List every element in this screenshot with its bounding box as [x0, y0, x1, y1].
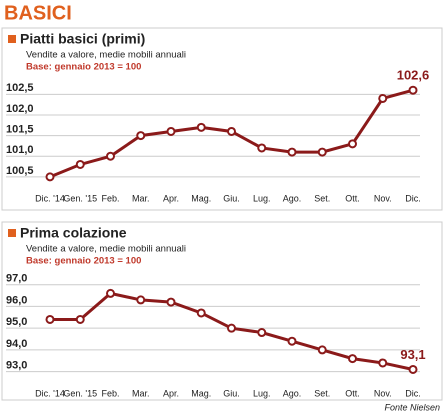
chart-note: Base: gennaio 2013 = 100	[26, 62, 141, 73]
y-tick-label: 97,0	[6, 273, 27, 285]
point	[348, 139, 357, 149]
chart-subtitle: Vendite a valore, medie mobili annuali	[26, 244, 186, 255]
point	[257, 328, 267, 338]
y-tick-label: 93,0	[6, 360, 27, 372]
y-tick-label: 102,5	[6, 82, 34, 94]
point	[75, 314, 85, 324]
x-tick-label: Gen. '15	[63, 388, 97, 398]
point	[317, 147, 327, 157]
point	[75, 159, 85, 169]
x-tick-label: Gen. '15	[63, 193, 97, 203]
panel	[1, 27, 443, 211]
point	[408, 85, 418, 95]
point	[408, 364, 418, 374]
x-tick-label: Dic.	[405, 388, 421, 398]
x-tick-label: Ott.	[345, 388, 360, 398]
x-tick-label: Mag.	[191, 193, 211, 203]
point	[287, 147, 297, 157]
x-tick-label: Mag.	[191, 388, 211, 398]
chart-subtitle: Vendite a valore, medie mobili annuali	[26, 50, 186, 61]
x-tick-label: Mar.	[132, 388, 150, 398]
x-tick-label: Set.	[314, 193, 330, 203]
page-title: BASICI	[4, 2, 72, 24]
y-tick-label: 101,5	[6, 124, 34, 136]
y-tick-label: 94,0	[6, 338, 27, 350]
x-tick-label: Dic.	[405, 193, 421, 203]
x-tick-label: Ott.	[345, 193, 360, 203]
x-tick-label: Giu.	[223, 388, 240, 398]
x-tick-label: Ago.	[283, 388, 302, 398]
y-tick-label: 95,0	[6, 316, 27, 328]
point	[287, 336, 297, 346]
point	[106, 151, 115, 161]
panel	[1, 221, 443, 401]
x-tick-label: Ago.	[283, 193, 302, 203]
x-tick-label: Lug.	[253, 388, 271, 398]
point	[348, 354, 357, 364]
chart-title: Piatti basici (primi)	[20, 31, 145, 47]
point	[378, 358, 388, 368]
point	[378, 93, 388, 103]
x-tick-label: Dic. '14	[35, 193, 65, 203]
point	[196, 308, 206, 318]
point	[136, 131, 146, 141]
source: Fonte Nielsen	[384, 402, 440, 412]
point	[45, 314, 55, 324]
x-tick-label: Set.	[314, 388, 330, 398]
y-tick-label: 96,0	[6, 294, 27, 306]
x-tick-label: Apr.	[163, 388, 179, 398]
point	[136, 295, 146, 305]
x-tick-label: Apr.	[163, 193, 179, 203]
chart-note: Base: gennaio 2013 = 100	[26, 256, 141, 267]
x-tick-label: Nov.	[374, 193, 392, 203]
x-tick-label: Nov.	[374, 388, 392, 398]
point	[166, 126, 176, 136]
point	[227, 323, 236, 333]
point	[257, 143, 267, 153]
title-marker	[8, 35, 16, 43]
x-tick-label: Feb.	[101, 193, 119, 203]
point	[166, 297, 176, 307]
y-tick-label: 100,5	[6, 165, 34, 177]
point	[196, 122, 206, 132]
x-tick-label: Lug.	[253, 193, 271, 203]
x-tick-label: Mar.	[132, 193, 150, 203]
point	[317, 345, 327, 355]
point	[106, 288, 115, 298]
value-label: 93,1	[400, 347, 425, 362]
x-tick-label: Giu.	[223, 193, 240, 203]
x-tick-label: Feb.	[101, 388, 119, 398]
x-tick-label: Dic. '14	[35, 388, 65, 398]
chart-title: Prima colazione	[20, 225, 127, 241]
point	[45, 172, 55, 182]
point	[227, 126, 236, 136]
y-tick-label: 101,0	[6, 144, 34, 156]
y-tick-label: 102,0	[6, 103, 34, 115]
title-marker	[8, 229, 16, 237]
value-label: 102,6	[397, 68, 430, 83]
